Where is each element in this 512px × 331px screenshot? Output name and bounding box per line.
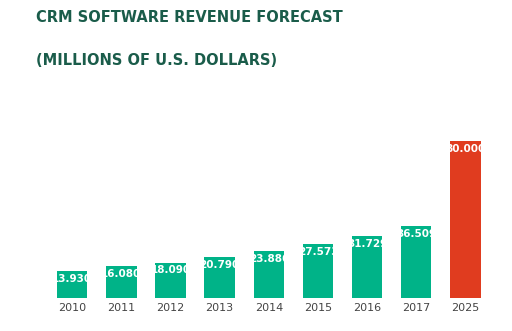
Text: 18.090: 18.090: [151, 265, 190, 275]
Text: 20.790: 20.790: [200, 260, 240, 270]
Text: CRM SOFTWARE REVENUE FORECAST: CRM SOFTWARE REVENUE FORECAST: [36, 10, 343, 25]
Text: 80.000: 80.000: [445, 144, 485, 154]
Bar: [204, 257, 235, 298]
Text: 31.729: 31.729: [347, 239, 387, 249]
Text: 13.930: 13.930: [52, 274, 92, 284]
Bar: [303, 244, 333, 298]
Bar: [253, 251, 284, 298]
Text: 27.573: 27.573: [297, 247, 338, 257]
Bar: [401, 226, 432, 298]
Text: (MILLIONS OF U.S. DOLLARS): (MILLIONS OF U.S. DOLLARS): [36, 53, 277, 68]
Bar: [57, 271, 88, 298]
Bar: [450, 141, 481, 298]
Text: 23.886: 23.886: [249, 254, 289, 264]
Bar: [106, 266, 137, 298]
Text: 16.080: 16.080: [101, 269, 141, 279]
Bar: [155, 262, 186, 298]
Bar: [352, 236, 382, 298]
Text: 36.509: 36.509: [396, 229, 436, 239]
